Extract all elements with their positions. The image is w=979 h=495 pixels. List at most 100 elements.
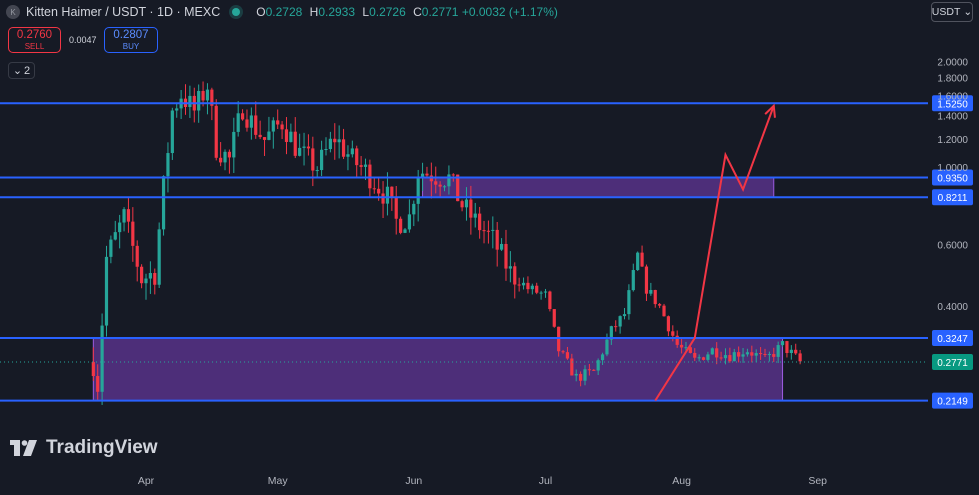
candle[interactable] xyxy=(359,156,363,176)
candle[interactable] xyxy=(161,175,166,236)
candle[interactable] xyxy=(166,142,170,193)
candle[interactable] xyxy=(543,288,548,298)
tradingview-logo[interactable]: TradingView xyxy=(10,437,158,459)
candle[interactable] xyxy=(434,166,438,194)
candle[interactable] xyxy=(662,303,666,317)
candle[interactable] xyxy=(737,346,741,363)
candle[interactable] xyxy=(91,347,95,381)
candle[interactable] xyxy=(447,165,451,195)
candle[interactable] xyxy=(223,149,227,171)
candle[interactable] xyxy=(666,315,671,337)
candle[interactable] xyxy=(539,290,543,300)
candle[interactable] xyxy=(592,369,596,371)
candle[interactable] xyxy=(298,133,302,157)
candle[interactable] xyxy=(140,264,144,289)
candle[interactable] xyxy=(183,84,188,115)
candle[interactable] xyxy=(258,120,262,140)
candle[interactable] xyxy=(412,200,416,227)
candle[interactable] xyxy=(570,353,574,376)
candle[interactable] xyxy=(794,343,798,355)
candle[interactable] xyxy=(175,102,179,118)
candle[interactable] xyxy=(144,273,148,300)
candle[interactable] xyxy=(715,342,719,365)
candle[interactable] xyxy=(526,276,530,294)
candle[interactable] xyxy=(179,90,183,120)
candle[interactable] xyxy=(552,309,556,328)
candle[interactable] xyxy=(631,263,635,292)
candle[interactable] xyxy=(302,132,306,166)
candle[interactable] xyxy=(609,325,613,345)
candle[interactable] xyxy=(113,220,117,241)
candle[interactable] xyxy=(693,348,697,362)
candle[interactable] xyxy=(240,109,245,121)
candle[interactable] xyxy=(355,145,359,177)
candle[interactable] xyxy=(109,235,113,264)
candle[interactable] xyxy=(605,333,609,357)
candle[interactable] xyxy=(135,240,139,282)
candle[interactable] xyxy=(482,220,486,244)
candle[interactable] xyxy=(469,185,473,235)
candle[interactable] xyxy=(390,186,394,211)
candle[interactable] xyxy=(153,268,157,295)
candle[interactable] xyxy=(710,347,714,355)
candle[interactable] xyxy=(723,348,728,365)
candle[interactable] xyxy=(780,340,785,347)
candle[interactable] xyxy=(504,229,508,281)
candle[interactable] xyxy=(315,166,319,178)
candle[interactable] xyxy=(565,346,570,360)
candle[interactable] xyxy=(587,364,591,376)
candle[interactable] xyxy=(513,262,517,299)
candle[interactable] xyxy=(385,172,390,216)
indicators-toggle-button[interactable]: ⌄ 2 xyxy=(8,62,35,79)
candle[interactable] xyxy=(640,245,644,267)
candle[interactable] xyxy=(372,176,376,194)
candle[interactable] xyxy=(658,303,662,309)
candle[interactable] xyxy=(271,117,275,149)
candle[interactable] xyxy=(170,107,174,160)
candle[interactable] xyxy=(324,137,328,156)
candle[interactable] xyxy=(561,349,565,354)
candle[interactable] xyxy=(785,340,789,358)
candle[interactable] xyxy=(473,202,477,228)
candle[interactable] xyxy=(192,87,196,123)
candle[interactable] xyxy=(579,371,583,387)
candle[interactable] xyxy=(521,277,526,290)
candle[interactable] xyxy=(618,315,622,334)
candle[interactable] xyxy=(249,107,253,140)
candle[interactable] xyxy=(478,206,482,239)
candle[interactable] xyxy=(491,216,495,249)
candle[interactable] xyxy=(219,142,223,167)
candle[interactable] xyxy=(293,117,297,159)
candle[interactable] xyxy=(622,307,627,320)
buy-button[interactable]: 0.2807 BUY xyxy=(104,27,158,53)
candle[interactable] xyxy=(763,348,767,358)
candle[interactable] xyxy=(759,347,763,360)
candle[interactable] xyxy=(460,199,464,212)
candle[interactable] xyxy=(675,330,679,348)
candle[interactable] xyxy=(100,313,104,405)
candle[interactable] xyxy=(381,181,385,219)
candle[interactable] xyxy=(688,345,692,354)
candle[interactable] xyxy=(311,136,315,187)
candle[interactable] xyxy=(284,117,289,155)
candle[interactable] xyxy=(403,228,407,234)
candle[interactable] xyxy=(438,181,442,198)
candle[interactable] xyxy=(644,264,649,302)
candle[interactable] xyxy=(394,186,398,235)
candle[interactable] xyxy=(328,131,332,153)
candle[interactable] xyxy=(276,109,280,130)
candle[interactable] xyxy=(789,345,793,360)
candle[interactable] xyxy=(289,123,293,143)
candle[interactable] xyxy=(254,101,258,139)
candle[interactable] xyxy=(557,326,561,357)
symbol-title[interactable]: Kitten Haimer / USDT · 1D · MEXC xyxy=(26,5,221,19)
candle[interactable] xyxy=(741,347,745,363)
candle[interactable] xyxy=(535,282,539,295)
currency-select[interactable]: USDT ⌄ xyxy=(931,2,973,22)
candle[interactable] xyxy=(205,83,210,115)
candle[interactable] xyxy=(653,289,657,308)
candle[interactable] xyxy=(728,347,732,363)
candle[interactable] xyxy=(262,137,267,156)
candle[interactable] xyxy=(530,283,534,295)
